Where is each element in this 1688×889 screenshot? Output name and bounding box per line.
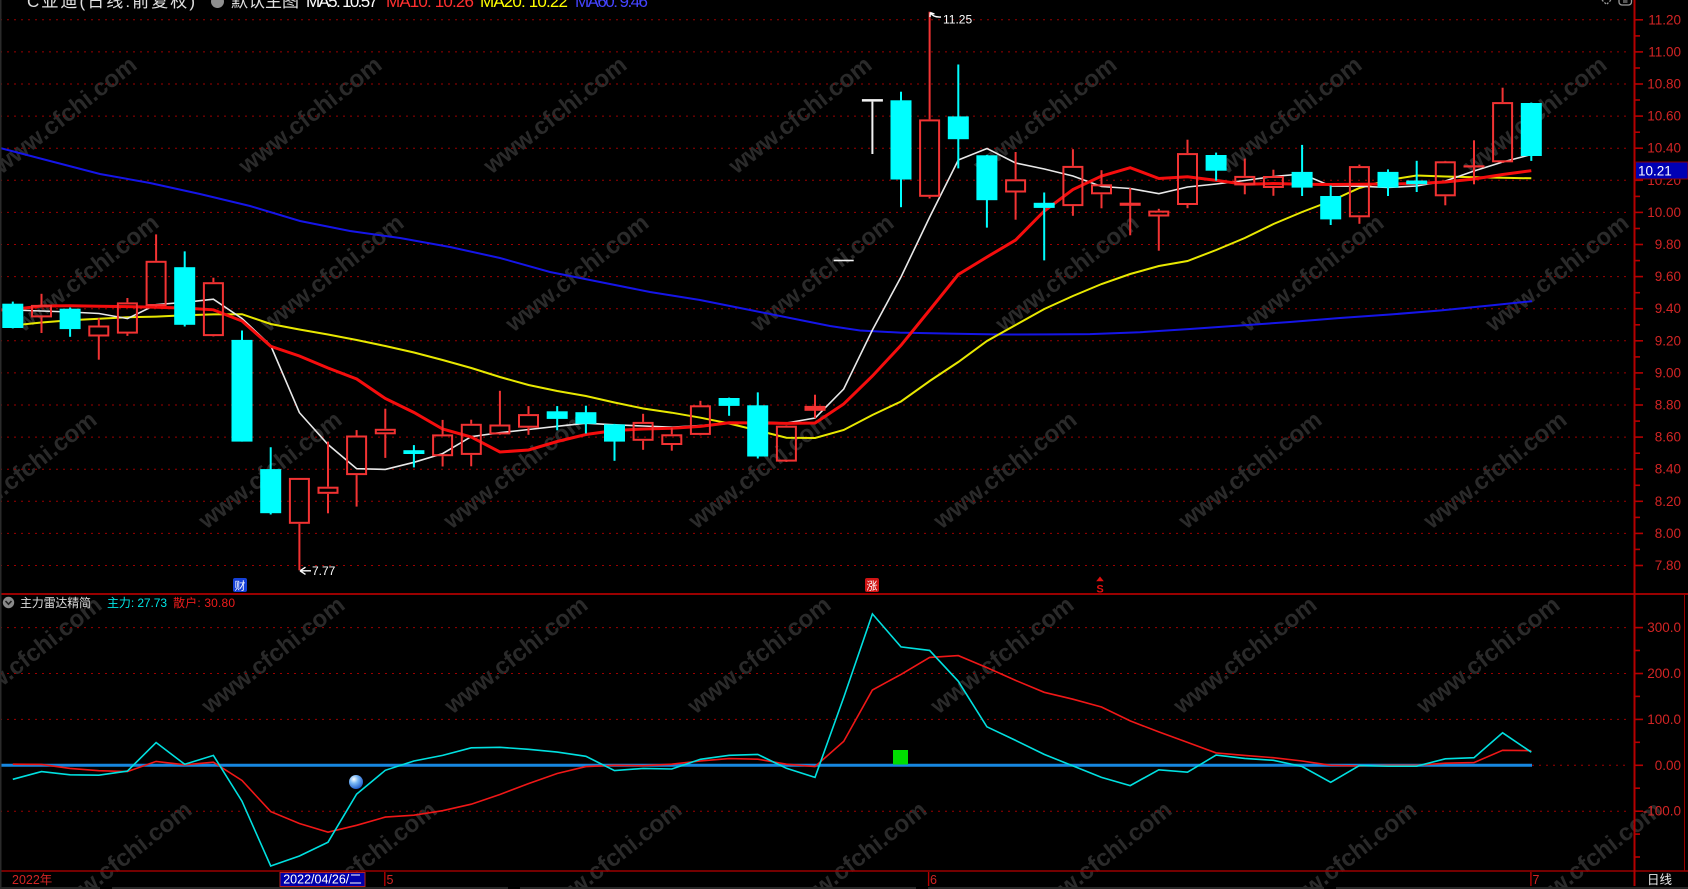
svg-text:散户: 30.80: 散户: 30.80: [173, 595, 235, 610]
svg-text:主力雷达精简: 主力雷达精简: [20, 596, 91, 610]
svg-text:涨: 涨: [867, 580, 878, 593]
svg-text:8.00: 8.00: [1655, 526, 1681, 541]
svg-text:7: 7: [1533, 873, 1540, 887]
svg-text:2022年: 2022年: [12, 873, 52, 887]
svg-text:C亚迪(日线:前复权): C亚迪(日线:前复权): [27, 0, 195, 11]
svg-text:9.60: 9.60: [1655, 269, 1681, 284]
svg-text:8.40: 8.40: [1655, 462, 1681, 477]
svg-text:9.20: 9.20: [1655, 333, 1681, 348]
svg-text:10.60: 10.60: [1647, 109, 1681, 124]
svg-text:8.60: 8.60: [1655, 430, 1681, 445]
svg-text:-100.0: -100.0: [1643, 804, 1681, 819]
svg-text:11.20: 11.20: [1648, 12, 1681, 27]
svg-text:11.25: 11.25: [943, 13, 972, 27]
svg-text:10.40: 10.40: [1647, 141, 1681, 156]
svg-text:10.80: 10.80: [1647, 77, 1681, 92]
svg-text:10.21: 10.21: [1638, 164, 1672, 179]
svg-text:财: 财: [235, 579, 246, 593]
svg-text:MA5: 10.57: MA5: 10.57: [306, 0, 378, 11]
svg-text:300.0: 300.0: [1647, 620, 1681, 635]
svg-text:日线: 日线: [1647, 873, 1673, 887]
svg-text:MA10: 10.26: MA10: 10.26: [386, 0, 474, 11]
svg-text:100.0: 100.0: [1647, 712, 1681, 727]
svg-text:5: 5: [387, 873, 394, 887]
svg-text:S: S: [1096, 584, 1103, 596]
svg-text:7.80: 7.80: [1655, 558, 1681, 573]
svg-text:6: 6: [930, 873, 937, 887]
svg-text:0.00: 0.00: [1655, 758, 1681, 773]
svg-text:MA60: 9.46: MA60: 9.46: [575, 0, 648, 11]
svg-text:8.80: 8.80: [1655, 398, 1681, 413]
svg-text:9.80: 9.80: [1655, 237, 1681, 252]
svg-text:9.40: 9.40: [1655, 301, 1681, 316]
svg-text:9.00: 9.00: [1655, 365, 1681, 380]
svg-text:默认主图: 默认主图: [231, 0, 299, 11]
svg-text:8.20: 8.20: [1655, 494, 1681, 509]
svg-text:MA20: 10.22: MA20: 10.22: [480, 0, 568, 11]
svg-text:200.0: 200.0: [1647, 666, 1681, 681]
svg-text:10.00: 10.00: [1647, 205, 1681, 220]
svg-text:11.00: 11.00: [1648, 44, 1681, 59]
svg-text:主力: 27.73: 主力: 27.73: [107, 596, 167, 610]
svg-text:7.77: 7.77: [312, 564, 336, 578]
svg-text:2022/04/26/二: 2022/04/26/二: [283, 873, 362, 887]
